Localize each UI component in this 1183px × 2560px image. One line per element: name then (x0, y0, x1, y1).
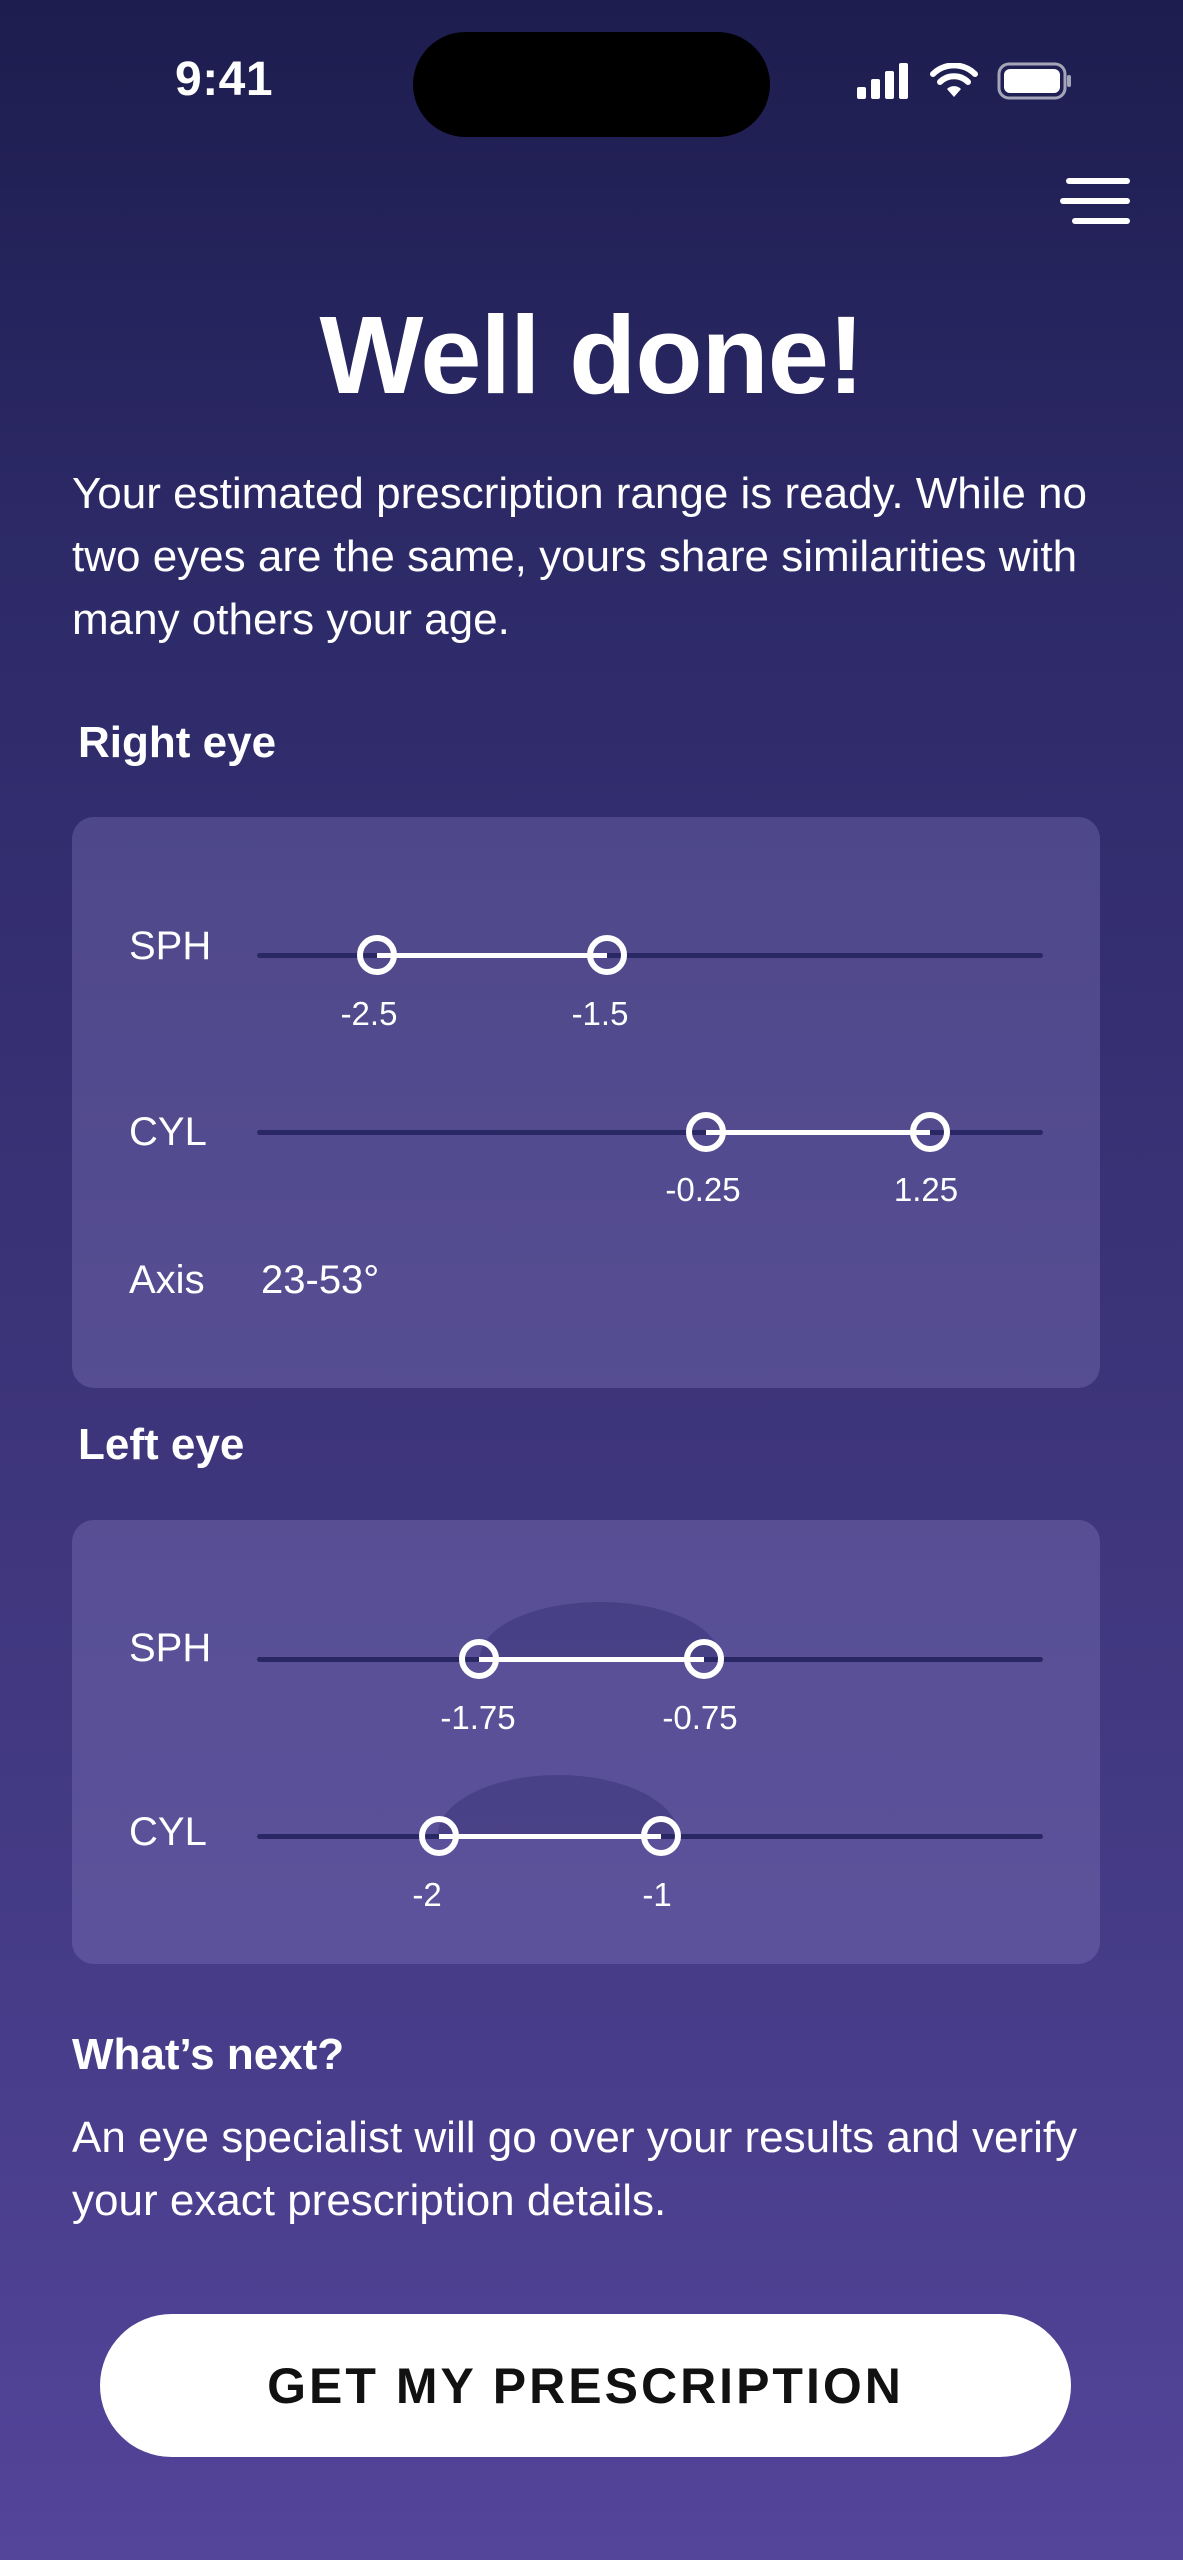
left-eye-card: SPH -1.75 -0.75 CYL -2 -1 (72, 1520, 1100, 1964)
left-cyl-min-value: -2 (412, 1876, 442, 1913)
right-sph-max-value: -1.5 (571, 995, 629, 1032)
page-title: Well done! (319, 294, 864, 417)
left-sph-max-value: -0.75 (662, 1699, 738, 1736)
left-cyl-distribution (438, 1775, 678, 1835)
battery-icon (997, 62, 1071, 100)
right-sph-min-handle[interactable] (357, 935, 397, 975)
right-cyl-max-value: 1.25 (893, 1171, 959, 1208)
right-sph-track (257, 953, 1043, 958)
left-cyl-label: CYL (129, 1810, 207, 1854)
left-cyl-min-handle[interactable] (419, 1816, 459, 1856)
axis-label: Axis (129, 1258, 205, 1302)
right-cyl-min-handle[interactable] (686, 1112, 726, 1152)
right-cyl-track (257, 1130, 1043, 1135)
status-time: 9:41 (175, 53, 274, 106)
wifi-icon (930, 63, 978, 97)
left-sph-min-value: -1.75 (440, 1699, 516, 1736)
axis-value: 23-53° (261, 1258, 380, 1302)
left-eye-label: Left eye (78, 1420, 245, 1469)
get-prescription-button[interactable]: GET MY PRESCRIPTION (100, 2314, 1071, 2457)
dynamic-island (413, 32, 770, 137)
right-sph-label: SPH (129, 924, 212, 968)
left-cyl-range (439, 1834, 661, 1839)
right-eye-card: SPH -2.5 -1.5 CYL -0.25 1.25 Axis 23-53° (72, 817, 1100, 1388)
left-sph-distribution (480, 1602, 720, 1658)
right-sph-max-handle[interactable] (587, 935, 627, 975)
right-eye-label: Right eye (78, 718, 277, 767)
status-icons (857, 62, 1073, 100)
right-cyl-min-value: -0.25 (665, 1171, 741, 1208)
left-sph-max-handle[interactable] (684, 1639, 724, 1679)
left-sph-range (479, 1657, 704, 1662)
left-sph-label: SPH (129, 1626, 212, 1670)
signal-icon (857, 63, 908, 99)
left-cyl-max-value: -1 (642, 1876, 672, 1913)
intro-text: Your estimated prescription range is rea… (72, 469, 1087, 644)
right-cyl-range (706, 1130, 930, 1135)
right-sph-range (377, 953, 607, 958)
hamburger-menu-icon[interactable] (1054, 178, 1130, 224)
next-steps-title: What’s next? (72, 2030, 345, 2079)
left-cyl-max-handle[interactable] (641, 1816, 681, 1856)
right-cyl-label: CYL (129, 1110, 207, 1154)
next-steps-text: An eye specialist will go over your resu… (72, 2113, 1078, 2225)
right-sph-min-value: -2.5 (340, 995, 398, 1032)
right-cyl-max-handle[interactable] (910, 1112, 950, 1152)
left-sph-min-handle[interactable] (459, 1639, 499, 1679)
